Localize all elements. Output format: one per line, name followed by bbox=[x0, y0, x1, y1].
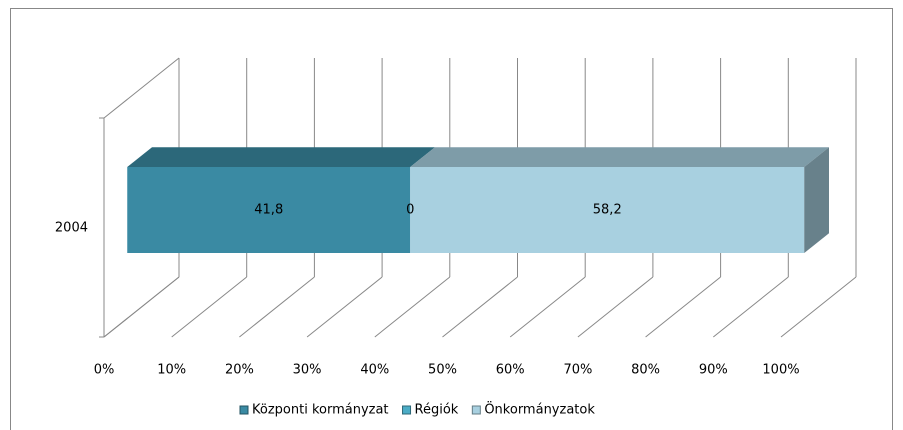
legend-label: Régiók bbox=[415, 403, 459, 418]
x-tick-label: 80% bbox=[631, 363, 660, 378]
floor-grid-line bbox=[103, 276, 180, 338]
floor-grid-line bbox=[712, 276, 789, 338]
floor-grid-line bbox=[645, 276, 721, 338]
x-tick-label: 70% bbox=[563, 363, 592, 378]
data-label: 41,8 bbox=[254, 203, 283, 218]
floor-grid-line bbox=[577, 276, 654, 338]
bar bbox=[410, 167, 805, 253]
legend-swatch bbox=[402, 405, 412, 415]
legend-label: Központi kormányzat bbox=[252, 403, 389, 418]
x-tick-label: 20% bbox=[225, 363, 254, 378]
bar bbox=[127, 167, 411, 253]
floor-grid-line bbox=[306, 276, 383, 338]
y-tick-label: 2004 bbox=[55, 221, 88, 236]
x-tick-label: 100% bbox=[762, 363, 799, 378]
x-tick-label: 60% bbox=[496, 363, 525, 378]
x-tick-label: 10% bbox=[157, 363, 186, 378]
floor-grid-line bbox=[171, 276, 248, 338]
floor-grid-line bbox=[374, 276, 451, 338]
floor-grid-line bbox=[442, 276, 518, 338]
floor-grid-line bbox=[239, 276, 315, 338]
data-label: 0 bbox=[406, 203, 414, 218]
bar-top bbox=[127, 147, 435, 167]
x-tick-label: 30% bbox=[293, 363, 322, 378]
side-wall-top bbox=[103, 57, 180, 119]
x-tick-label: 90% bbox=[699, 363, 728, 378]
legend-swatch bbox=[471, 405, 481, 415]
x-tick-label: 40% bbox=[360, 363, 389, 378]
legend-swatch bbox=[239, 405, 249, 415]
data-label: 58,2 bbox=[593, 203, 622, 218]
x-tick-label: 50% bbox=[428, 363, 457, 378]
bar-side bbox=[804, 147, 829, 253]
floor-grid-line bbox=[509, 276, 586, 338]
bar-top bbox=[410, 147, 829, 167]
legend-label: Önkormányzatok bbox=[484, 401, 595, 418]
floor-grid-line bbox=[780, 276, 857, 338]
x-tick-label: 0% bbox=[94, 363, 115, 378]
